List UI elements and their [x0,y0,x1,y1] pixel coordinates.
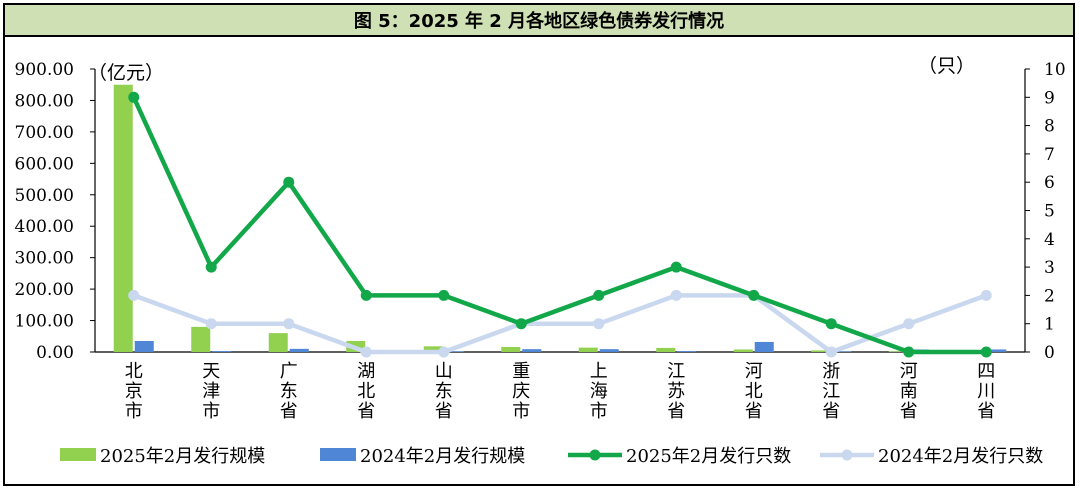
right-tick-label: 0 [1044,343,1055,363]
right-tick-label: 3 [1044,258,1055,278]
bar-2025 [268,333,288,352]
line-point-2024 [438,346,450,358]
bar-2025 [501,346,521,352]
bar-2024 [754,341,774,352]
left-tick-label: 0.00 [36,343,74,363]
bar-2024 [212,351,232,352]
left-tick-label: 600.00 [15,154,74,174]
legend-swatch-bar [60,448,96,461]
line-point-2024 [205,318,217,330]
right-tick-label: 5 [1044,202,1055,222]
bar-2025 [423,346,443,352]
bar-2024 [599,349,619,352]
line-point-2025 [205,261,217,273]
line-point-2025 [593,289,605,301]
line-point-2025 [438,289,450,301]
line-point-2024 [360,346,372,358]
bar-2024 [522,349,542,352]
left-tick-label: 400.00 [15,217,74,237]
bar-2025 [811,350,831,352]
line-series-2024 [132,293,988,355]
right-tick-label: 1 [1044,315,1055,335]
line-point-2024 [128,289,140,301]
line-point-2024 [980,289,992,301]
legend-label: 2024年2月发行规模 [360,446,525,467]
legend-label: 2025年2月发行规模 [100,446,265,467]
x-category-label: 山东省 [435,361,453,422]
line-point-2025 [128,91,140,103]
legend-label: 2025年2月发行只数 [626,446,791,467]
legend-label: 2024年2月发行只数 [878,446,1043,467]
bar-2024 [987,349,1007,352]
line-point-2025 [360,289,372,301]
bar-2024 [134,340,154,352]
line-point-2024 [903,318,915,330]
left-tick-label: 300.00 [15,249,74,269]
chart-title: 图 5：2025 年 2 月各地区绿色债券发行情况 [353,11,725,32]
title-bar: 图 5：2025 年 2 月各地区绿色债券发行情况 [3,3,1075,37]
line-point-2024 [670,289,682,301]
right-tick-label: 7 [1044,145,1055,165]
right-tick-label: 4 [1044,230,1055,250]
line-point-2024 [283,318,295,330]
right-tick-label: 2 [1044,286,1055,306]
line-point-2025 [903,346,915,358]
left-tick-label: 700.00 [15,123,74,143]
x-category-label: 上海市 [590,361,608,422]
bar-2024 [832,351,852,352]
line-point-2025 [825,318,837,330]
x-category-label: 江苏省 [667,361,685,422]
line-point-2025 [283,176,295,188]
x-category-label: 北京市 [125,361,143,422]
line-point-2025 [980,346,992,358]
right-tick-label: 8 [1044,117,1055,137]
legend-swatch-bar [320,448,356,461]
right-tick-label: 6 [1044,173,1055,193]
x-category-label: 四川省 [977,361,995,422]
left-tick-label: 800.00 [15,91,74,111]
legend-swatch-marker [841,449,853,461]
left-tick-label: 900.00 [15,60,74,80]
x-category-label: 重庆市 [512,361,530,422]
bar-2025 [578,347,598,352]
x-category-label: 河南省 [900,361,918,422]
bar-2024 [289,348,309,352]
left-tick-label: 100.00 [15,312,74,332]
bar-2025 [888,351,908,352]
left-tick-label: 200.00 [15,280,74,300]
right-tick-label: 10 [1044,60,1066,80]
x-category-label: 天津市 [202,361,220,422]
left-tick-label: 500.00 [15,186,74,206]
bar-2025 [733,349,753,352]
x-category-label: 广东省 [280,361,298,422]
left-axis-unit-label: （亿元） [88,62,164,84]
bar-2024 [677,351,697,352]
line-point-2025 [515,318,527,330]
line-point-2025 [748,289,760,301]
line-point-2024 [825,346,837,358]
line-series-2025 [131,96,987,355]
bar-2025 [656,347,676,352]
bar-2025 [113,84,133,352]
x-category-label: 河北省 [745,361,763,422]
x-category-label: 湖北省 [357,361,375,422]
right-tick-label: 9 [1044,88,1055,108]
bar-2025 [191,326,211,352]
right-axis-unit-label: （只） [918,55,975,77]
bar-2024 [444,351,464,352]
legend-swatch-marker [589,449,601,461]
x-category-label: 浙江省 [822,361,840,422]
line-point-2024 [593,318,605,330]
line-point-2025 [670,261,682,273]
